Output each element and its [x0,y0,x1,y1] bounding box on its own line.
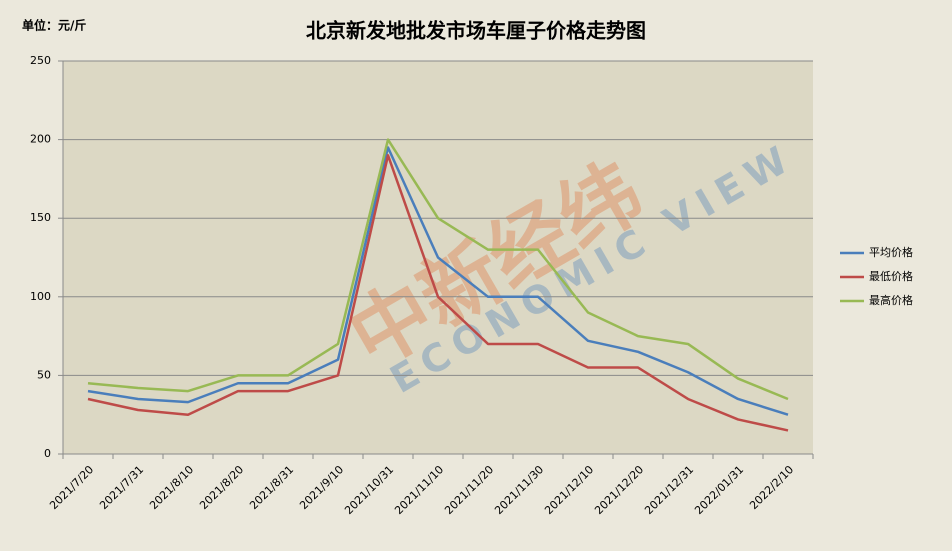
y-tick-label: 100 [30,290,51,303]
legend-label: 平均价格 [869,245,913,259]
legend-label: 最低价格 [869,269,913,283]
legend-label: 最高价格 [869,293,913,307]
chart-title: 北京新发地批发市场车厘子价格走势图 [306,19,646,43]
series-line [87,138,789,401]
y-tick-label: 250 [30,54,51,67]
series-line [87,154,789,432]
y-tick-label: 150 [30,211,51,224]
y-tick-label: 50 [37,368,51,381]
series-line [87,146,789,416]
y-tick-label: 200 [30,133,51,146]
unit-label: 单位：元/斤 [22,18,86,33]
y-tick-label: 0 [44,447,51,460]
